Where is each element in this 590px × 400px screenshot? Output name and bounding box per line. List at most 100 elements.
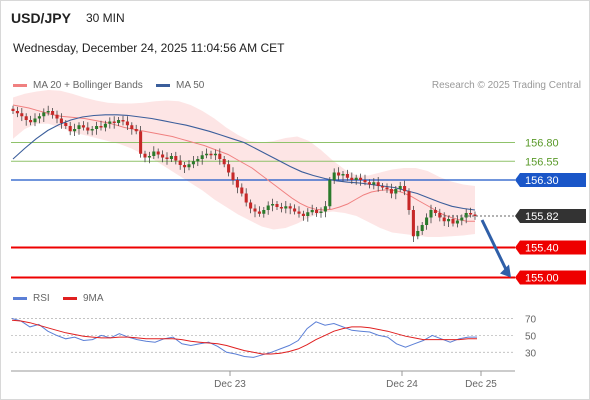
candle-body — [187, 164, 191, 168]
forecast-arrow-shaft — [480, 219, 509, 273]
candle-body — [231, 172, 235, 180]
candle-body — [161, 154, 165, 158]
candle-body — [284, 206, 288, 209]
research-credit: Research © 2025 Trading Central — [431, 80, 581, 91]
candle-body — [134, 129, 138, 132]
candle-body — [411, 210, 415, 237]
candle-body — [46, 111, 50, 113]
pivot-tag — [515, 173, 586, 187]
rsi-swatch — [13, 297, 27, 300]
resistance-label: 156.55 — [525, 156, 559, 168]
current-price-tag — [515, 209, 586, 223]
candle-body — [341, 174, 345, 176]
candle-body — [350, 177, 354, 180]
candle-body — [354, 177, 358, 180]
candle-body — [240, 187, 244, 194]
rsi-tick-label: 70 — [525, 314, 537, 325]
current-price: 155.82 — [440, 209, 586, 223]
candle-body — [205, 153, 209, 156]
candle-body — [376, 182, 380, 186]
support-tag — [515, 270, 586, 285]
instrument-title: USD/JPY — [11, 10, 71, 26]
ma20-swatch — [13, 84, 27, 87]
candle-body — [381, 186, 385, 188]
candle-body — [235, 180, 239, 188]
legend-9ma-label: 9MA — [83, 293, 104, 304]
candle-body — [372, 182, 376, 185]
candle-body — [183, 165, 187, 168]
candle-body — [103, 123, 107, 128]
rsi-ma-line — [11, 319, 477, 355]
candle-body — [363, 180, 367, 183]
candle-body — [425, 217, 429, 225]
candle-body — [51, 111, 55, 115]
candle-body — [442, 217, 446, 222]
candle-body — [403, 186, 407, 192]
candle-body — [438, 213, 442, 218]
candle-body — [33, 118, 37, 123]
candle-body — [64, 123, 68, 126]
candle-body — [218, 153, 222, 159]
candle-body — [253, 208, 257, 212]
ma50-swatch — [156, 84, 170, 87]
candle-body — [143, 153, 147, 158]
candle-body — [169, 156, 173, 159]
candle-body — [11, 108, 15, 111]
legend-ma50-label: MA 50 — [176, 80, 205, 91]
candle-body — [117, 120, 121, 123]
candle-body — [99, 126, 103, 128]
candle-body — [271, 204, 275, 206]
rsi-line — [11, 318, 477, 358]
legend-rsi-label: RSI — [33, 293, 50, 304]
candle-body — [174, 156, 178, 161]
candle-body — [222, 159, 226, 165]
price-levels: 156.80 156.55 156.30 155.40 155.00 — [11, 138, 586, 285]
candle-body — [319, 211, 323, 213]
forecast-arrow-head — [500, 264, 511, 278]
resistance-label: 156.80 — [525, 138, 559, 150]
legend-ma20-label: MA 20 + Bollinger Bands — [33, 80, 143, 91]
candle-body — [279, 207, 283, 209]
candle-body — [464, 213, 468, 218]
candle-body — [297, 211, 301, 214]
rsi-panel: 70 50 30 — [11, 314, 537, 359]
candle-body — [125, 121, 129, 126]
candle-body — [68, 126, 72, 132]
x-axis: Dec 23 Dec 24 Dec 25 — [11, 370, 515, 390]
candle-body — [328, 180, 332, 207]
candle-body — [55, 114, 59, 119]
legend-9ma: 9MA — [63, 293, 104, 304]
candle-body — [130, 125, 134, 129]
candle-body — [20, 113, 24, 117]
candle-body — [288, 206, 292, 209]
candle-body — [398, 186, 402, 189]
candle-body — [81, 125, 85, 128]
candle-body — [37, 116, 41, 119]
candle-body — [24, 116, 28, 120]
candle-body — [301, 213, 305, 216]
candle-body — [156, 151, 160, 155]
candle-body — [332, 172, 336, 180]
candle-body — [337, 172, 341, 176]
candle-body — [447, 219, 451, 222]
candle-body — [191, 161, 195, 165]
candle-body — [394, 189, 398, 194]
candle-body — [244, 193, 248, 203]
candle-body — [196, 159, 200, 162]
candle-body — [152, 151, 156, 156]
candle-body — [385, 187, 389, 189]
support-label: 155.40 — [525, 243, 559, 255]
ma9-swatch — [63, 297, 77, 300]
candle-body — [121, 120, 125, 122]
support-tag — [515, 240, 586, 255]
pivot-label: 156.30 — [525, 175, 559, 187]
legend-ma50: MA 50 — [156, 80, 204, 91]
candle-body — [469, 213, 473, 215]
rsi-tick-label: 50 — [525, 331, 537, 342]
candle-body — [367, 182, 371, 185]
candle-body — [275, 204, 279, 207]
moving-averages — [12, 104, 476, 222]
candle-body — [213, 153, 217, 156]
candle-body — [262, 210, 266, 214]
